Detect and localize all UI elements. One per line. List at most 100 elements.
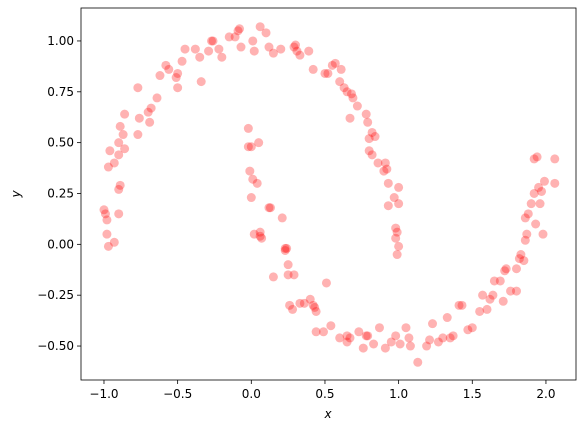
y-tick-label: 0.75	[47, 85, 74, 99]
point	[308, 300, 318, 310]
point	[519, 256, 529, 266]
point	[346, 89, 356, 99]
point	[529, 154, 539, 164]
point	[310, 302, 320, 312]
point	[145, 117, 155, 127]
point	[498, 296, 508, 306]
point	[369, 339, 379, 349]
point	[373, 158, 383, 168]
point	[374, 323, 384, 333]
x-tick-label: 0.0	[242, 387, 261, 401]
point	[180, 44, 190, 54]
point	[280, 245, 290, 255]
point	[214, 44, 224, 54]
point	[134, 113, 144, 123]
point	[380, 158, 390, 168]
point	[277, 213, 287, 223]
point	[246, 193, 256, 203]
point	[478, 290, 488, 300]
point	[535, 199, 545, 209]
point	[114, 138, 124, 148]
point	[342, 87, 352, 97]
point	[109, 158, 119, 168]
point	[283, 260, 293, 270]
point	[190, 44, 200, 54]
point	[161, 60, 171, 70]
point	[264, 203, 274, 213]
point	[120, 109, 130, 119]
point	[495, 276, 505, 286]
point	[255, 231, 265, 241]
point	[252, 178, 262, 188]
point	[114, 184, 124, 194]
point	[383, 178, 393, 188]
x-axis-label: x	[323, 407, 332, 421]
point	[261, 28, 271, 38]
point	[105, 146, 115, 156]
point	[133, 130, 143, 140]
point	[255, 227, 265, 237]
point	[516, 250, 526, 260]
point	[173, 83, 183, 93]
point	[534, 182, 544, 192]
point	[339, 83, 349, 93]
point	[143, 107, 153, 117]
point	[173, 68, 183, 78]
point	[367, 127, 377, 137]
point	[488, 290, 498, 300]
point	[330, 58, 340, 68]
point	[363, 331, 373, 341]
point	[511, 286, 521, 296]
point	[383, 201, 393, 211]
point	[243, 123, 253, 133]
point	[361, 331, 371, 341]
point	[195, 52, 205, 62]
point	[146, 103, 156, 113]
point	[196, 77, 206, 87]
point	[264, 42, 274, 52]
point	[489, 276, 499, 286]
y-tick-label: 0.25	[47, 186, 74, 200]
point	[308, 64, 318, 74]
y-axis-label: y	[9, 190, 23, 199]
point	[152, 93, 162, 103]
point	[511, 264, 521, 274]
point	[389, 193, 399, 203]
point	[425, 335, 435, 345]
point	[531, 219, 541, 229]
point	[482, 304, 492, 314]
point	[248, 174, 258, 184]
plot-frame	[80, 7, 577, 381]
point	[358, 343, 368, 353]
point	[326, 321, 336, 331]
point	[208, 36, 218, 46]
point	[354, 327, 364, 337]
point	[345, 333, 355, 343]
point	[285, 300, 295, 310]
x-tick-label: 1.5	[463, 387, 482, 401]
point	[485, 294, 495, 304]
point	[500, 266, 510, 276]
point	[391, 331, 401, 341]
point	[370, 132, 380, 142]
point	[367, 150, 377, 160]
point	[236, 42, 246, 52]
point	[335, 77, 345, 87]
point	[523, 209, 533, 219]
point	[268, 48, 278, 58]
point	[382, 164, 392, 174]
point	[395, 339, 405, 349]
point	[299, 298, 309, 308]
point	[103, 162, 113, 172]
point	[506, 286, 516, 296]
point	[133, 83, 143, 93]
point	[114, 150, 124, 160]
point	[283, 270, 293, 280]
point	[235, 24, 245, 34]
point	[120, 144, 130, 154]
point	[217, 52, 227, 62]
point	[155, 71, 165, 81]
point	[413, 357, 423, 367]
point	[538, 229, 548, 239]
